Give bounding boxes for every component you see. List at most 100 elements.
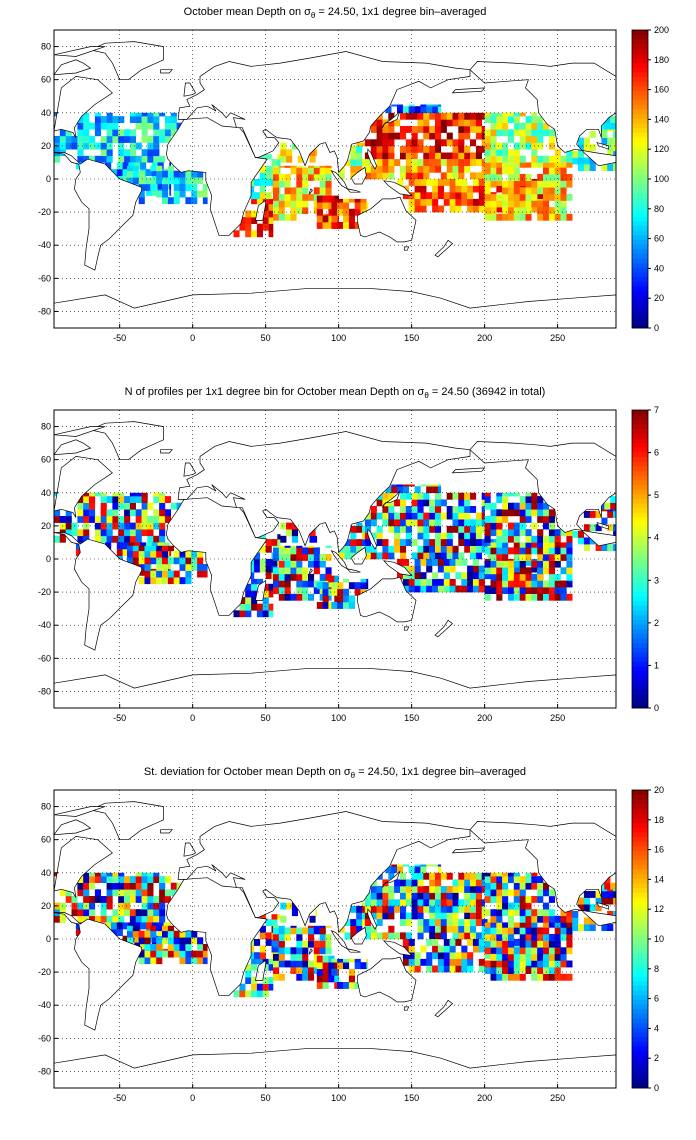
data-cell bbox=[481, 886, 485, 893]
data-cell bbox=[560, 207, 567, 214]
data-cell bbox=[156, 170, 163, 178]
data-cell bbox=[490, 155, 497, 163]
data-cell bbox=[475, 532, 482, 540]
data-cell bbox=[159, 509, 166, 517]
data-cell bbox=[350, 539, 357, 546]
data-cell bbox=[124, 516, 131, 523]
data-cell bbox=[490, 502, 497, 510]
colorbar-segment bbox=[632, 85, 648, 91]
data-cell bbox=[191, 177, 198, 185]
data-cell bbox=[429, 905, 436, 913]
data-cell bbox=[400, 539, 407, 546]
y-tick-label: -60 bbox=[38, 1033, 51, 1043]
data-cell bbox=[254, 179, 261, 186]
data-cell bbox=[118, 889, 125, 897]
data-cell bbox=[77, 902, 84, 910]
data-cell bbox=[496, 567, 503, 575]
data-cell bbox=[449, 945, 456, 953]
data-cell bbox=[475, 905, 482, 913]
colorbar-segment bbox=[632, 803, 648, 810]
data-cell bbox=[508, 915, 515, 923]
data-cell bbox=[322, 595, 329, 603]
data-cell bbox=[141, 112, 148, 117]
data-cell bbox=[118, 155, 125, 163]
data-cell bbox=[496, 876, 503, 883]
data-cell bbox=[560, 180, 567, 188]
data-cell bbox=[167, 165, 174, 172]
data-cell bbox=[519, 947, 526, 955]
data-cell bbox=[548, 560, 555, 568]
coastline bbox=[177, 51, 471, 174]
data-cell bbox=[432, 484, 439, 487]
colorbar-segment bbox=[632, 493, 648, 499]
data-cell bbox=[179, 177, 186, 185]
colorbar-segment bbox=[632, 206, 648, 212]
y-tick-label: 20 bbox=[41, 521, 51, 531]
data-cell bbox=[397, 106, 404, 114]
data-cell bbox=[382, 912, 389, 920]
data-cell bbox=[138, 545, 145, 552]
data-cell bbox=[302, 940, 309, 948]
data-cell bbox=[496, 116, 503, 123]
data-cell bbox=[296, 927, 303, 935]
data-cell bbox=[513, 953, 520, 961]
data-cell bbox=[554, 953, 561, 961]
data-cell bbox=[548, 567, 555, 575]
data-cell bbox=[127, 170, 134, 178]
data-cell bbox=[354, 588, 361, 596]
data-cell bbox=[202, 957, 208, 965]
x-tick-label: 250 bbox=[550, 713, 565, 723]
data-cell bbox=[484, 492, 491, 497]
data-cell bbox=[452, 172, 459, 180]
data-cell bbox=[141, 902, 148, 910]
data-cell bbox=[89, 909, 96, 917]
data-cell bbox=[100, 492, 107, 497]
data-cell bbox=[344, 552, 351, 560]
data-cell bbox=[106, 155, 113, 163]
data-cell bbox=[490, 934, 497, 941]
data-cell bbox=[100, 876, 107, 883]
data-cell bbox=[405, 539, 412, 546]
data-cell bbox=[370, 152, 377, 160]
data-cell bbox=[179, 557, 186, 565]
x-tick-label: -50 bbox=[113, 713, 126, 723]
data-cell bbox=[135, 112, 142, 117]
data-cell bbox=[461, 578, 468, 586]
data-cell bbox=[443, 945, 450, 953]
data-cell bbox=[322, 602, 329, 609]
coastline bbox=[53, 76, 113, 138]
data-cell bbox=[337, 595, 344, 603]
data-cell bbox=[112, 136, 119, 143]
colorbar-tick-label: 2 bbox=[654, 1053, 659, 1063]
data-cell bbox=[472, 565, 479, 573]
data-cell bbox=[548, 174, 555, 181]
data-cell bbox=[54, 155, 61, 163]
data-cell bbox=[308, 193, 315, 201]
data-cell bbox=[262, 223, 269, 231]
data-cell bbox=[135, 535, 142, 543]
data-cell bbox=[490, 896, 497, 903]
colorbar-segment bbox=[632, 934, 648, 940]
data-cell bbox=[458, 539, 465, 546]
data-cell bbox=[496, 149, 503, 157]
data-cell bbox=[245, 603, 252, 611]
data-cell bbox=[169, 549, 172, 556]
data-cell bbox=[429, 932, 436, 940]
data-cell bbox=[153, 496, 160, 503]
colorbar-segment bbox=[632, 540, 648, 546]
data-cell bbox=[185, 944, 192, 951]
data-cell bbox=[432, 185, 439, 193]
data-cell bbox=[388, 886, 395, 893]
data-cell bbox=[141, 915, 148, 923]
colorbar-tick-label: 200 bbox=[654, 25, 669, 35]
colorbar-segment bbox=[632, 957, 648, 963]
data-cell bbox=[319, 180, 326, 188]
colorbar-segment bbox=[632, 118, 648, 124]
data-cell bbox=[273, 967, 280, 974]
data-cell bbox=[124, 136, 131, 143]
data-cell bbox=[94, 889, 101, 897]
data-cell bbox=[77, 915, 84, 923]
data-cell bbox=[414, 952, 421, 960]
data-cell bbox=[325, 940, 332, 948]
